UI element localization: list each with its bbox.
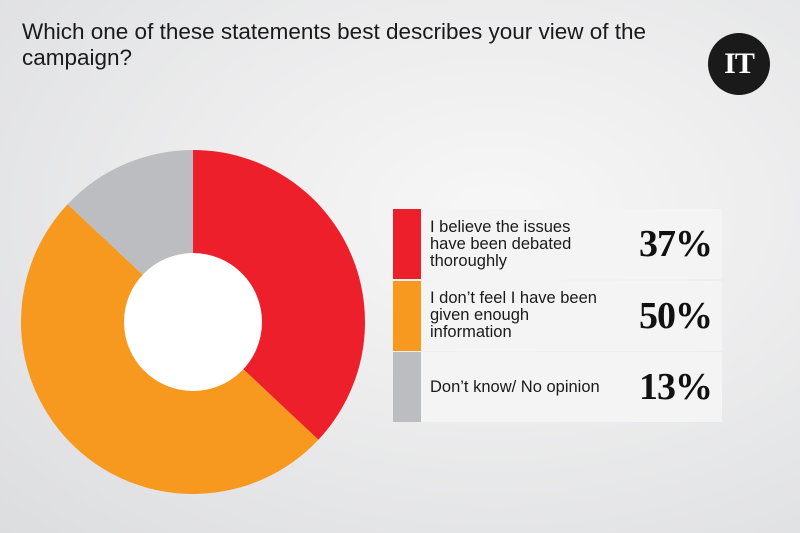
donut-chart [20,150,365,494]
legend-item: I don’t feel I have been given enough in… [393,280,722,351]
legend-item: I believe the issues have been debated t… [393,209,722,279]
legend-label: Don’t know/ No opinion [430,377,600,396]
legend-swatch-red [393,209,421,279]
donut-slice [193,150,365,440]
legend-label: I don’t feel I have been given enough in… [430,289,597,341]
legend-swatch-orange [393,280,421,351]
legend-swatch-gray [393,352,421,422]
legend-value: 50% [639,294,713,337]
legend-label: I believe the issues have been debated t… [430,217,572,270]
donut-hole [124,253,262,391]
legend-value: 13% [639,366,713,408]
logo-text: IT [724,47,755,80]
legend: I believe the issues have been debated t… [393,209,722,424]
publisher-logo: IT [708,33,770,95]
legend-item: Don’t know/ No opinion 13% [393,352,722,422]
legend-value: 37% [639,223,713,265]
chart-title: Which one of these statements best descr… [22,19,647,70]
